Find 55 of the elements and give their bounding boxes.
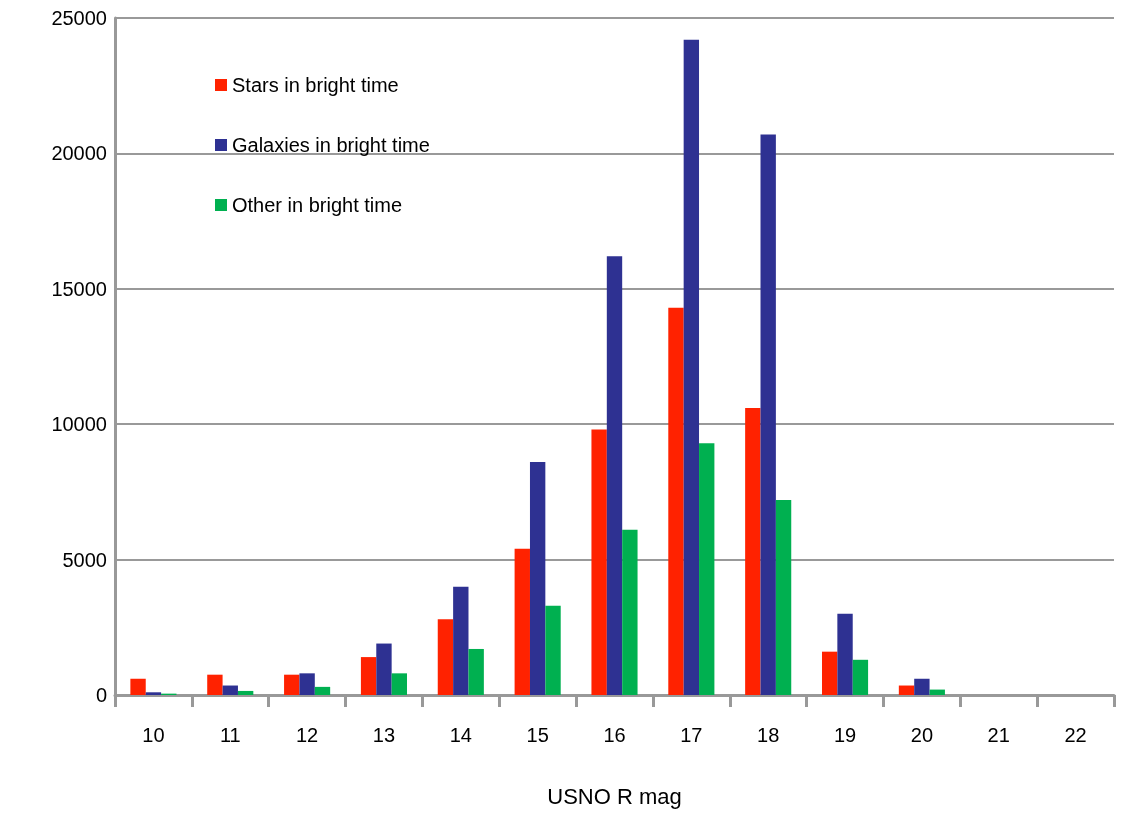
bar: [852, 659, 869, 695]
legend-label: Stars in bright time: [232, 74, 399, 96]
y-tick-label: 20000: [51, 142, 107, 165]
bar: [299, 673, 315, 695]
bar: [591, 429, 607, 695]
x-tick-label: 18: [757, 724, 780, 746]
y-tick-label: 5000: [62, 548, 107, 571]
x-tick-label: 14: [449, 724, 472, 746]
x-tick-label: 22: [1064, 724, 1087, 746]
bar: [145, 692, 162, 695]
y-tick-label: 15000: [51, 277, 107, 300]
bar: [453, 586, 469, 695]
x-tick-label: 21: [987, 724, 1010, 746]
bar: [760, 134, 776, 695]
x-tick-label: 13: [372, 724, 396, 746]
bar: [699, 443, 715, 695]
legend-label: Other in bright time: [232, 194, 403, 216]
y-tick-label: 0: [95, 684, 107, 706]
bar: [529, 462, 546, 695]
x-tick-label: 19: [833, 724, 857, 746]
bar: [837, 613, 853, 695]
bar: [775, 500, 792, 695]
bar: [914, 678, 930, 695]
bar: [745, 407, 761, 695]
bar: [360, 657, 377, 695]
x-tick-label: 20: [910, 724, 934, 746]
bar: [237, 690, 254, 695]
bar: [545, 605, 561, 695]
bar: [437, 619, 454, 695]
x-tick-label: 12: [295, 724, 319, 746]
bar: [898, 685, 915, 695]
bar: [391, 673, 408, 695]
bar: [284, 674, 300, 695]
bar: [606, 256, 623, 695]
bar: [514, 548, 530, 695]
y-tick-label: 10000: [51, 413, 107, 436]
x-axis-title: USNO R mag: [547, 783, 682, 809]
x-tick-label: 15: [526, 724, 549, 746]
x-tick-label: 10: [142, 724, 165, 746]
bar: [376, 643, 392, 695]
x-tick-label: 11: [219, 724, 241, 746]
bar: [314, 686, 331, 695]
x-tick-label: 16: [603, 724, 626, 746]
y-tick-label: 25000: [51, 7, 107, 29]
bar: [929, 689, 945, 695]
bar: [683, 39, 700, 695]
bar: [668, 307, 684, 695]
bar: [222, 685, 238, 695]
bar: [622, 529, 638, 695]
bar: [821, 651, 838, 695]
x-tick-label: 17: [680, 724, 703, 746]
bar: [207, 674, 223, 695]
bar: [468, 648, 484, 695]
legend-label: Galaxies in bright time: [232, 134, 430, 156]
bar: [130, 678, 146, 695]
